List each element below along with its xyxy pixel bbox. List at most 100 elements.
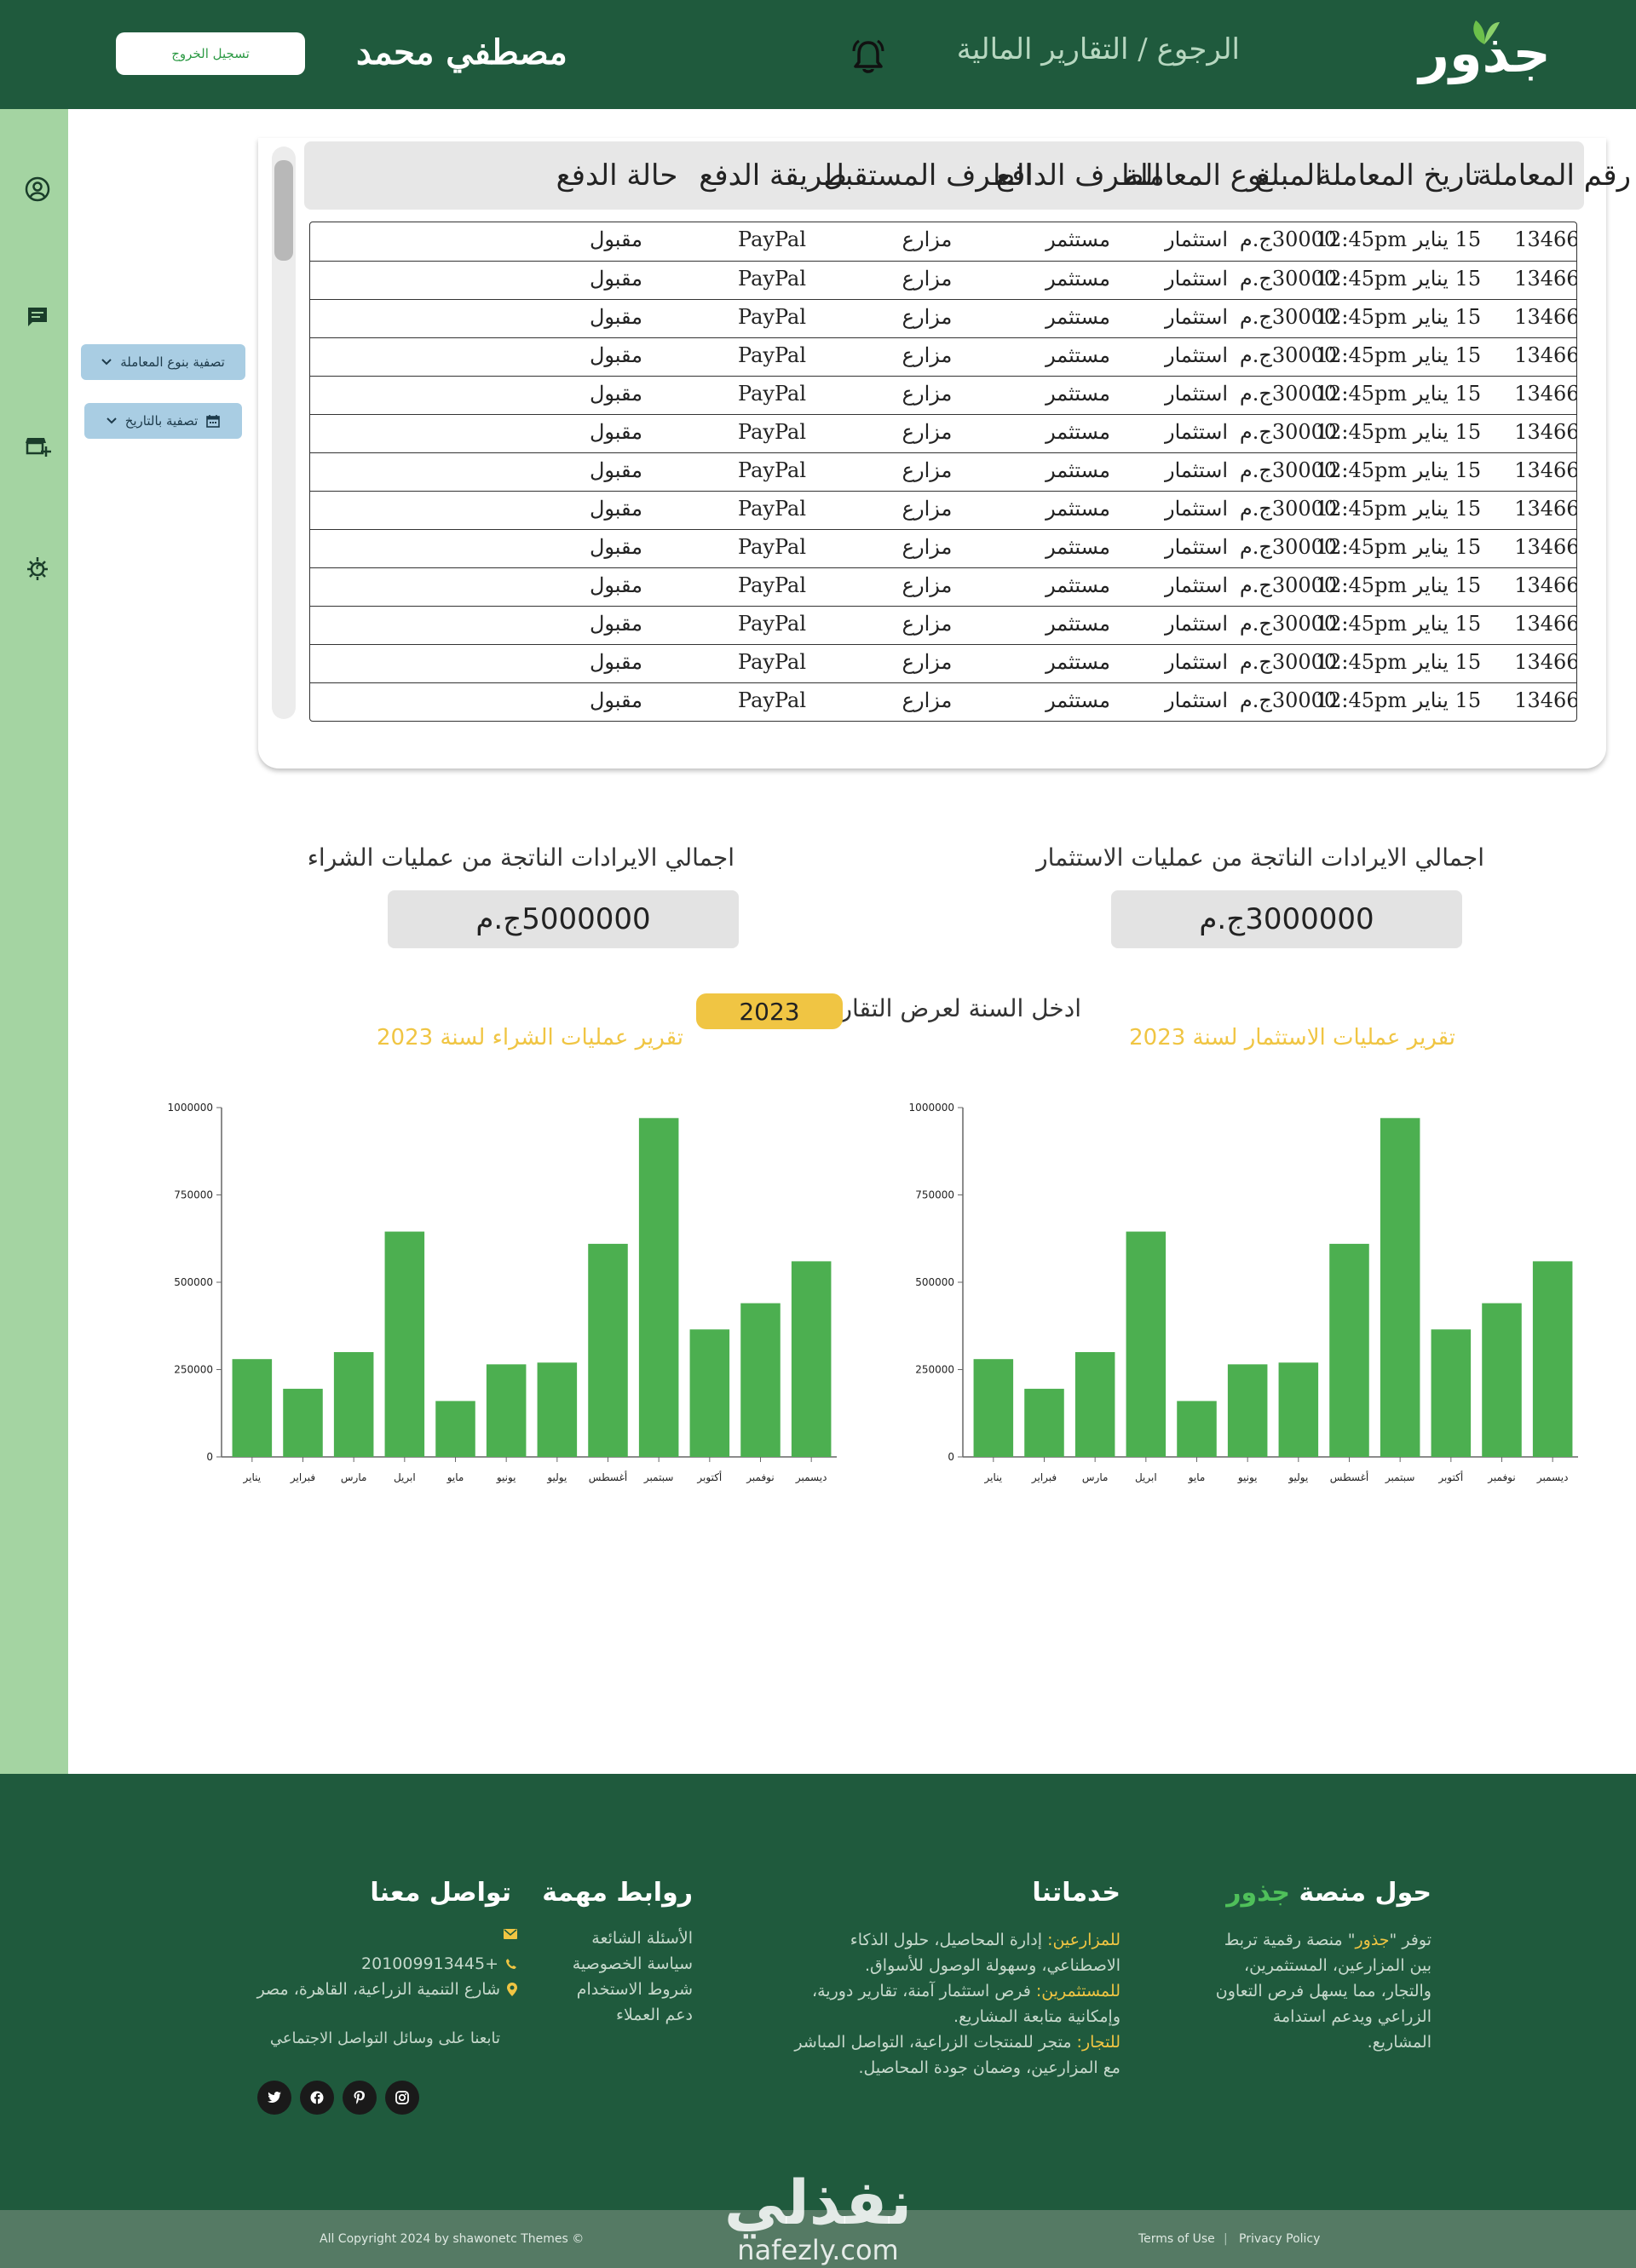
nafezly-watermark: نفذلي nafezly.com [724,2167,912,2266]
table-cell: 15 يناير 12:45pm [1315,612,1482,636]
table-cell: 134661 [1514,535,1576,559]
filter-by-date-label: تصفية بالتاريخ [124,413,199,429]
table-cell: 15 يناير 12:45pm [1315,688,1482,712]
x-tick-label: نوفمبر [746,1471,774,1484]
table-cell: 134661 [1514,573,1576,597]
chevron-down-icon [106,417,117,424]
about-text-end: " منصة رقمية تربط بين المزارعين، المستثم… [1215,1931,1432,2052]
x-tick-label: يوليو [1287,1471,1308,1484]
user-name[interactable]: مصطفي محمد [356,32,567,72]
table-cell: 30000ج.م [1239,650,1338,674]
table-cell: مزارع [902,305,953,329]
filter-by-date-button[interactable]: تصفية بالتاريخ [84,403,242,439]
privacy-link[interactable]: Privacy Policy [1239,2232,1321,2246]
column-header[interactable]: رقم المعاملة [1477,158,1632,193]
bell-icon[interactable] [849,37,888,77]
column-header[interactable]: طريقة الدفع [699,158,847,193]
table-cell: PayPal [738,305,806,329]
brand-logo[interactable]: جذور [1406,19,1551,95]
year-input[interactable] [696,993,843,1029]
y-tick-label: 500000 [174,1276,213,1288]
logout-button[interactable]: تسجيل الخروج [116,32,305,75]
chat-icon[interactable] [24,303,51,331]
contact-email[interactable] [504,1929,517,1939]
x-tick-label: سبتمبر [1385,1471,1414,1484]
table-cell: 134661 [1514,382,1576,406]
column-header[interactable]: حالة الدفع [556,158,678,193]
column-header[interactable]: الطرف المستقبل [823,158,1033,193]
x-tick-label: مارس [1082,1471,1109,1484]
table-cell: 15 يناير 12:45pm [1315,573,1482,597]
table-scrollbar[interactable] [272,147,296,719]
x-tick-label: يونيو [1237,1471,1258,1484]
services-investors: للمستثمرين: فرص استثمار آمنة، تقارير دور… [780,1978,1120,2029]
table-cell: 134661 [1514,688,1576,712]
twitter-icon[interactable] [257,2081,291,2115]
traders-text: متجر للمنتجات الزراعية، التواصل المباشر … [794,2033,1120,2077]
table-cell: مستثمر [1046,420,1110,444]
services-farmers: للمزارعين: إدارة المحاصيل، حلول الذكاء ا… [780,1927,1120,1978]
pinterest-icon[interactable] [343,2081,377,2115]
instagram-icon[interactable] [385,2081,419,2115]
contact-heading: تواصل معنا [370,1878,511,1908]
x-tick-label: أغسطس [1330,1471,1368,1484]
column-header[interactable]: تاريخ المعاملة [1316,158,1482,193]
footer-link-terms[interactable]: شروط الاستخدام [576,1980,693,1999]
settings-plant-icon[interactable] [24,554,51,581]
contact-phone[interactable]: +201009913445 [361,1954,517,1973]
footer-link-privacy[interactable]: سياسة الخصوصية [572,1954,693,1973]
table-cell: استثمار [1164,267,1229,291]
footer-link-support[interactable]: دعم العملاء [616,2006,693,2024]
column-header[interactable]: المبلغ [1255,158,1323,193]
facebook-icon[interactable] [300,2081,334,2115]
y-tick-label: 1000000 [909,1102,954,1114]
table-cell: مستثمر [1046,343,1110,367]
bar [1431,1329,1472,1457]
copyright-text: © All Copyright 2024 by shawonetc Themes [320,2232,585,2246]
table-cell: مستثمر [1046,267,1110,291]
user-circle-icon[interactable] [24,176,51,203]
leaf-icon [1473,20,1500,44]
column-header[interactable]: الطرف الدافع [996,158,1161,193]
table-cell: مقبول [589,458,643,482]
table-cell: 134661 [1514,458,1576,482]
terms-link[interactable]: Terms of Use [1138,2232,1215,2246]
store-add-icon[interactable] [24,431,51,458]
filter-by-type-button[interactable]: تصفية بنوع المعاملة [81,344,245,380]
table-cell: PayPal [738,535,806,559]
bar [232,1359,273,1457]
investors-label: للمستثمرين: [1035,1982,1120,2000]
table-cell: 30000ج.م [1239,535,1338,559]
investment-bar-chart: 0 250000 500000 750000 1000000 يناير فبراير مار… [909,1102,1578,1484]
table-cell: استثمار [1164,573,1229,597]
table-cell: 30000ج.م [1239,612,1338,636]
footer-link-faq[interactable]: الأسئلة الشائعة [591,1929,693,1948]
breadcrumb[interactable]: الرجوع / التقارير المالية [956,32,1240,66]
scrollbar-thumb[interactable] [274,160,293,261]
table-cell: 30000ج.م [1239,267,1338,291]
column-header[interactable]: نوع المعاملة [1123,158,1271,193]
traders-label: للتجار: [1076,2033,1120,2052]
table-cell: استثمار [1164,688,1229,712]
x-tick-label: نوفمبر [1487,1471,1515,1484]
table-cell: 134661 [1514,420,1576,444]
left-sidebar [0,109,68,1774]
table-cell: PayPal [738,420,806,444]
table-cell: استثمار [1164,650,1229,674]
y-tick-label: 500000 [915,1276,954,1288]
bar [384,1231,425,1457]
y-tick-label: 1000000 [168,1102,213,1114]
